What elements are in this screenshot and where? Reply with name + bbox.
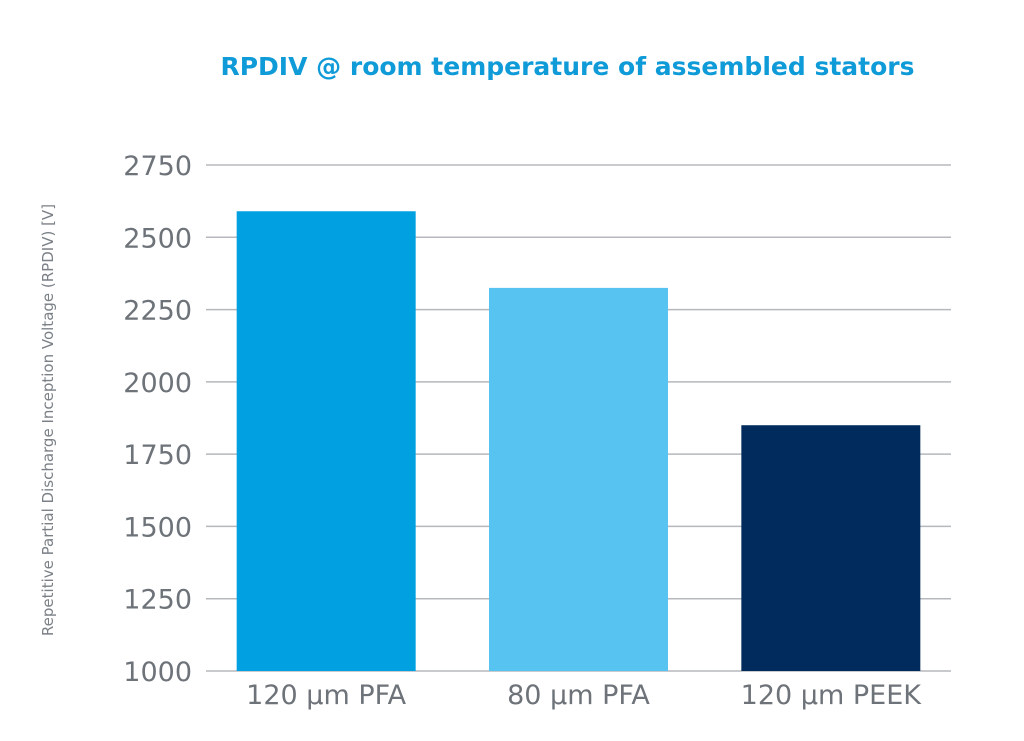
- y-tick-label: 1500: [123, 512, 192, 543]
- x-tick-label: 120 µm PEEK: [741, 680, 923, 711]
- bar: [236, 211, 416, 671]
- y-tick-label: 2250: [123, 296, 192, 327]
- y-tick-label: 1000: [123, 657, 192, 688]
- x-tick-label: 80 µm PFA: [507, 680, 650, 711]
- y-tick-label: 2750: [123, 151, 192, 182]
- y-tick-label: 1750: [123, 440, 192, 471]
- bar: [489, 287, 668, 671]
- chart-title: RPDIV @ room temperature of assembled st…: [220, 52, 915, 81]
- y-tick-label: 1250: [123, 585, 192, 616]
- bar: [741, 425, 921, 671]
- x-tick-label: 120 µm PFA: [246, 680, 407, 711]
- y-tick-label: 2000: [123, 368, 192, 399]
- y-tick-label: 2500: [123, 223, 192, 254]
